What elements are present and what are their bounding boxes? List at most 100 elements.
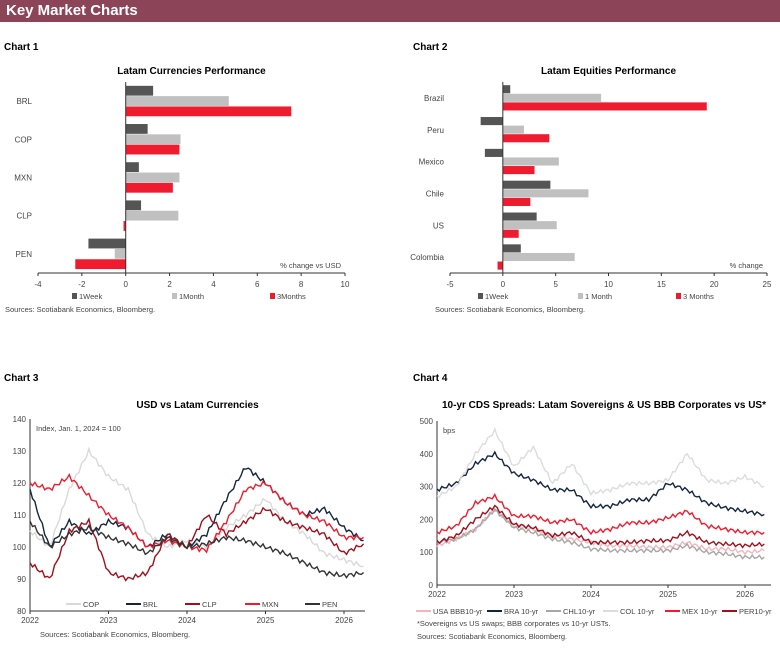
bar-pen-1 (114, 248, 126, 259)
chart-label: Chart 1 (4, 42, 39, 53)
footnote: *Sovereigns vs US swaps; BBB corporates … (417, 619, 610, 628)
y-tick-label: 130 (13, 447, 27, 456)
bar-clp-0 (125, 200, 142, 211)
bar-pen-2 (75, 259, 126, 270)
bar-peru-2 (502, 134, 550, 143)
legend-label: COL 10-yr (620, 607, 655, 616)
legend-label: 1Month (179, 292, 204, 301)
source-note: Sources: Scotiabank Economics, Bloomberg… (435, 305, 585, 314)
x-tick-label: 2022 (428, 590, 446, 599)
y-tick-label: 500 (420, 417, 434, 426)
y-tick-label: 110 (13, 511, 26, 520)
x-tick-label: 2025 (659, 590, 677, 599)
y-tick-label: 100 (13, 543, 27, 552)
category-label: PEN (16, 250, 33, 259)
bar-clp-2 (123, 221, 126, 231)
category-label: Brazil (424, 94, 444, 103)
series-line-usa-bbb10-yr (436, 509, 765, 556)
chart-title: 10-yr CDS Spreads: Latam Sovereigns & US… (442, 400, 766, 411)
bar-cop-0 (125, 124, 148, 134)
category-label: Chile (426, 189, 445, 198)
x-tick-label: 2023 (505, 590, 523, 599)
series-line-brl (29, 467, 364, 550)
y-tick-label: 90 (17, 575, 26, 584)
category-label: BRL (16, 97, 32, 106)
bar-clp-1 (125, 210, 179, 221)
bar-chile-0 (502, 180, 551, 189)
y-axis-label: bps (443, 426, 455, 435)
chart-2: Chart 2 Latam Equities Performance Brazil P… (410, 42, 772, 314)
legend-label: BRL (143, 600, 158, 609)
y-tick-label: 120 (13, 479, 27, 488)
bar-mxn-0 (125, 162, 139, 173)
legend-label: 1Week (485, 292, 508, 301)
bar-cop-2 (125, 144, 180, 155)
bar-brl-2 (125, 106, 292, 117)
series-line-pen (29, 520, 365, 579)
x-tick-label: 4 (211, 280, 216, 289)
series-line-cop (29, 446, 364, 568)
legend-swatch (676, 293, 681, 299)
series-line-mex-10-yr (436, 492, 765, 536)
chart-3: Chart 3 USD vs Latam Currencies 80 90 100 110… (4, 373, 365, 639)
legend-label: MXN (262, 600, 279, 609)
chart-label: Chart 4 (413, 373, 448, 384)
bar-us-2 (502, 229, 519, 238)
x-tick-label: 10 (341, 280, 350, 289)
legend-swatch (578, 293, 583, 299)
legend-label: CHL10-yr (563, 607, 596, 616)
x-tick-label: 25 (763, 280, 772, 289)
bar-chile-1 (502, 189, 589, 198)
y-axis-label: Index, Jan. 1, 2024 = 100 (36, 424, 121, 433)
legend-label: PER10-yr (739, 607, 772, 616)
bar-brazil-2 (502, 102, 707, 111)
bar-brazil-0 (502, 85, 511, 94)
chart-label: Chart 3 (4, 373, 39, 384)
bar-brazil-1 (502, 93, 602, 102)
y-tick-label: 140 (13, 415, 27, 424)
legend-swatch (172, 293, 177, 299)
page-header: Key Market Charts (0, 0, 780, 22)
y-tick-label: 200 (420, 515, 434, 524)
legend-label: BRA 10-yr (504, 607, 539, 616)
legend-label: COP (83, 600, 99, 609)
x-tick-label: 2022 (21, 616, 39, 625)
bar-us-0 (502, 212, 537, 221)
x-tick-label: 8 (299, 280, 304, 289)
category-label: Mexico (419, 158, 445, 167)
category-label: CLP (16, 212, 32, 221)
bar-chile-2 (502, 197, 531, 206)
y-tick-label: 400 (420, 450, 434, 459)
bar-mxn-1 (125, 172, 180, 183)
series-line-chl10-yr (436, 507, 765, 561)
bar-cop-1 (125, 134, 181, 145)
bar-mxn-2 (125, 182, 173, 193)
legend-label: 1Week (79, 292, 102, 301)
chart-title: Latam Equities Performance (541, 66, 676, 77)
category-label: Peru (427, 126, 444, 135)
bar-colombia-1 (502, 252, 575, 262)
x-tick-label: 10 (604, 280, 613, 289)
x-tick-label: 20 (710, 280, 719, 289)
chart-label: Chart 2 (413, 42, 448, 53)
category-label: COP (15, 135, 32, 144)
bar-mexico-2 (502, 166, 535, 175)
chart-title: USD vs Latam Currencies (136, 400, 259, 411)
x-tick-label: 2026 (736, 590, 754, 599)
bar-peru-0 (480, 117, 503, 126)
legend-swatch (478, 293, 483, 299)
x-axis-label: % change vs USD (280, 261, 341, 270)
chart-1: Chart 1 Latam Currencies Performance BRL CO… (4, 42, 350, 314)
bar-mexico-1 (502, 157, 559, 166)
x-tick-label: 2023 (100, 616, 118, 625)
legend-swatch (270, 293, 275, 299)
bar-colombia-0 (502, 244, 521, 253)
legend-label: CLP (202, 600, 217, 609)
x-tick-label: 5 (553, 280, 558, 289)
series-line-bra-10-yr (436, 450, 765, 517)
x-tick-label: 6 (255, 280, 260, 289)
x-tick-label: 2 (167, 280, 172, 289)
x-tick-label: -5 (446, 280, 454, 289)
y-tick-label: 300 (420, 483, 434, 492)
series-line-col-10-yr (436, 426, 765, 499)
